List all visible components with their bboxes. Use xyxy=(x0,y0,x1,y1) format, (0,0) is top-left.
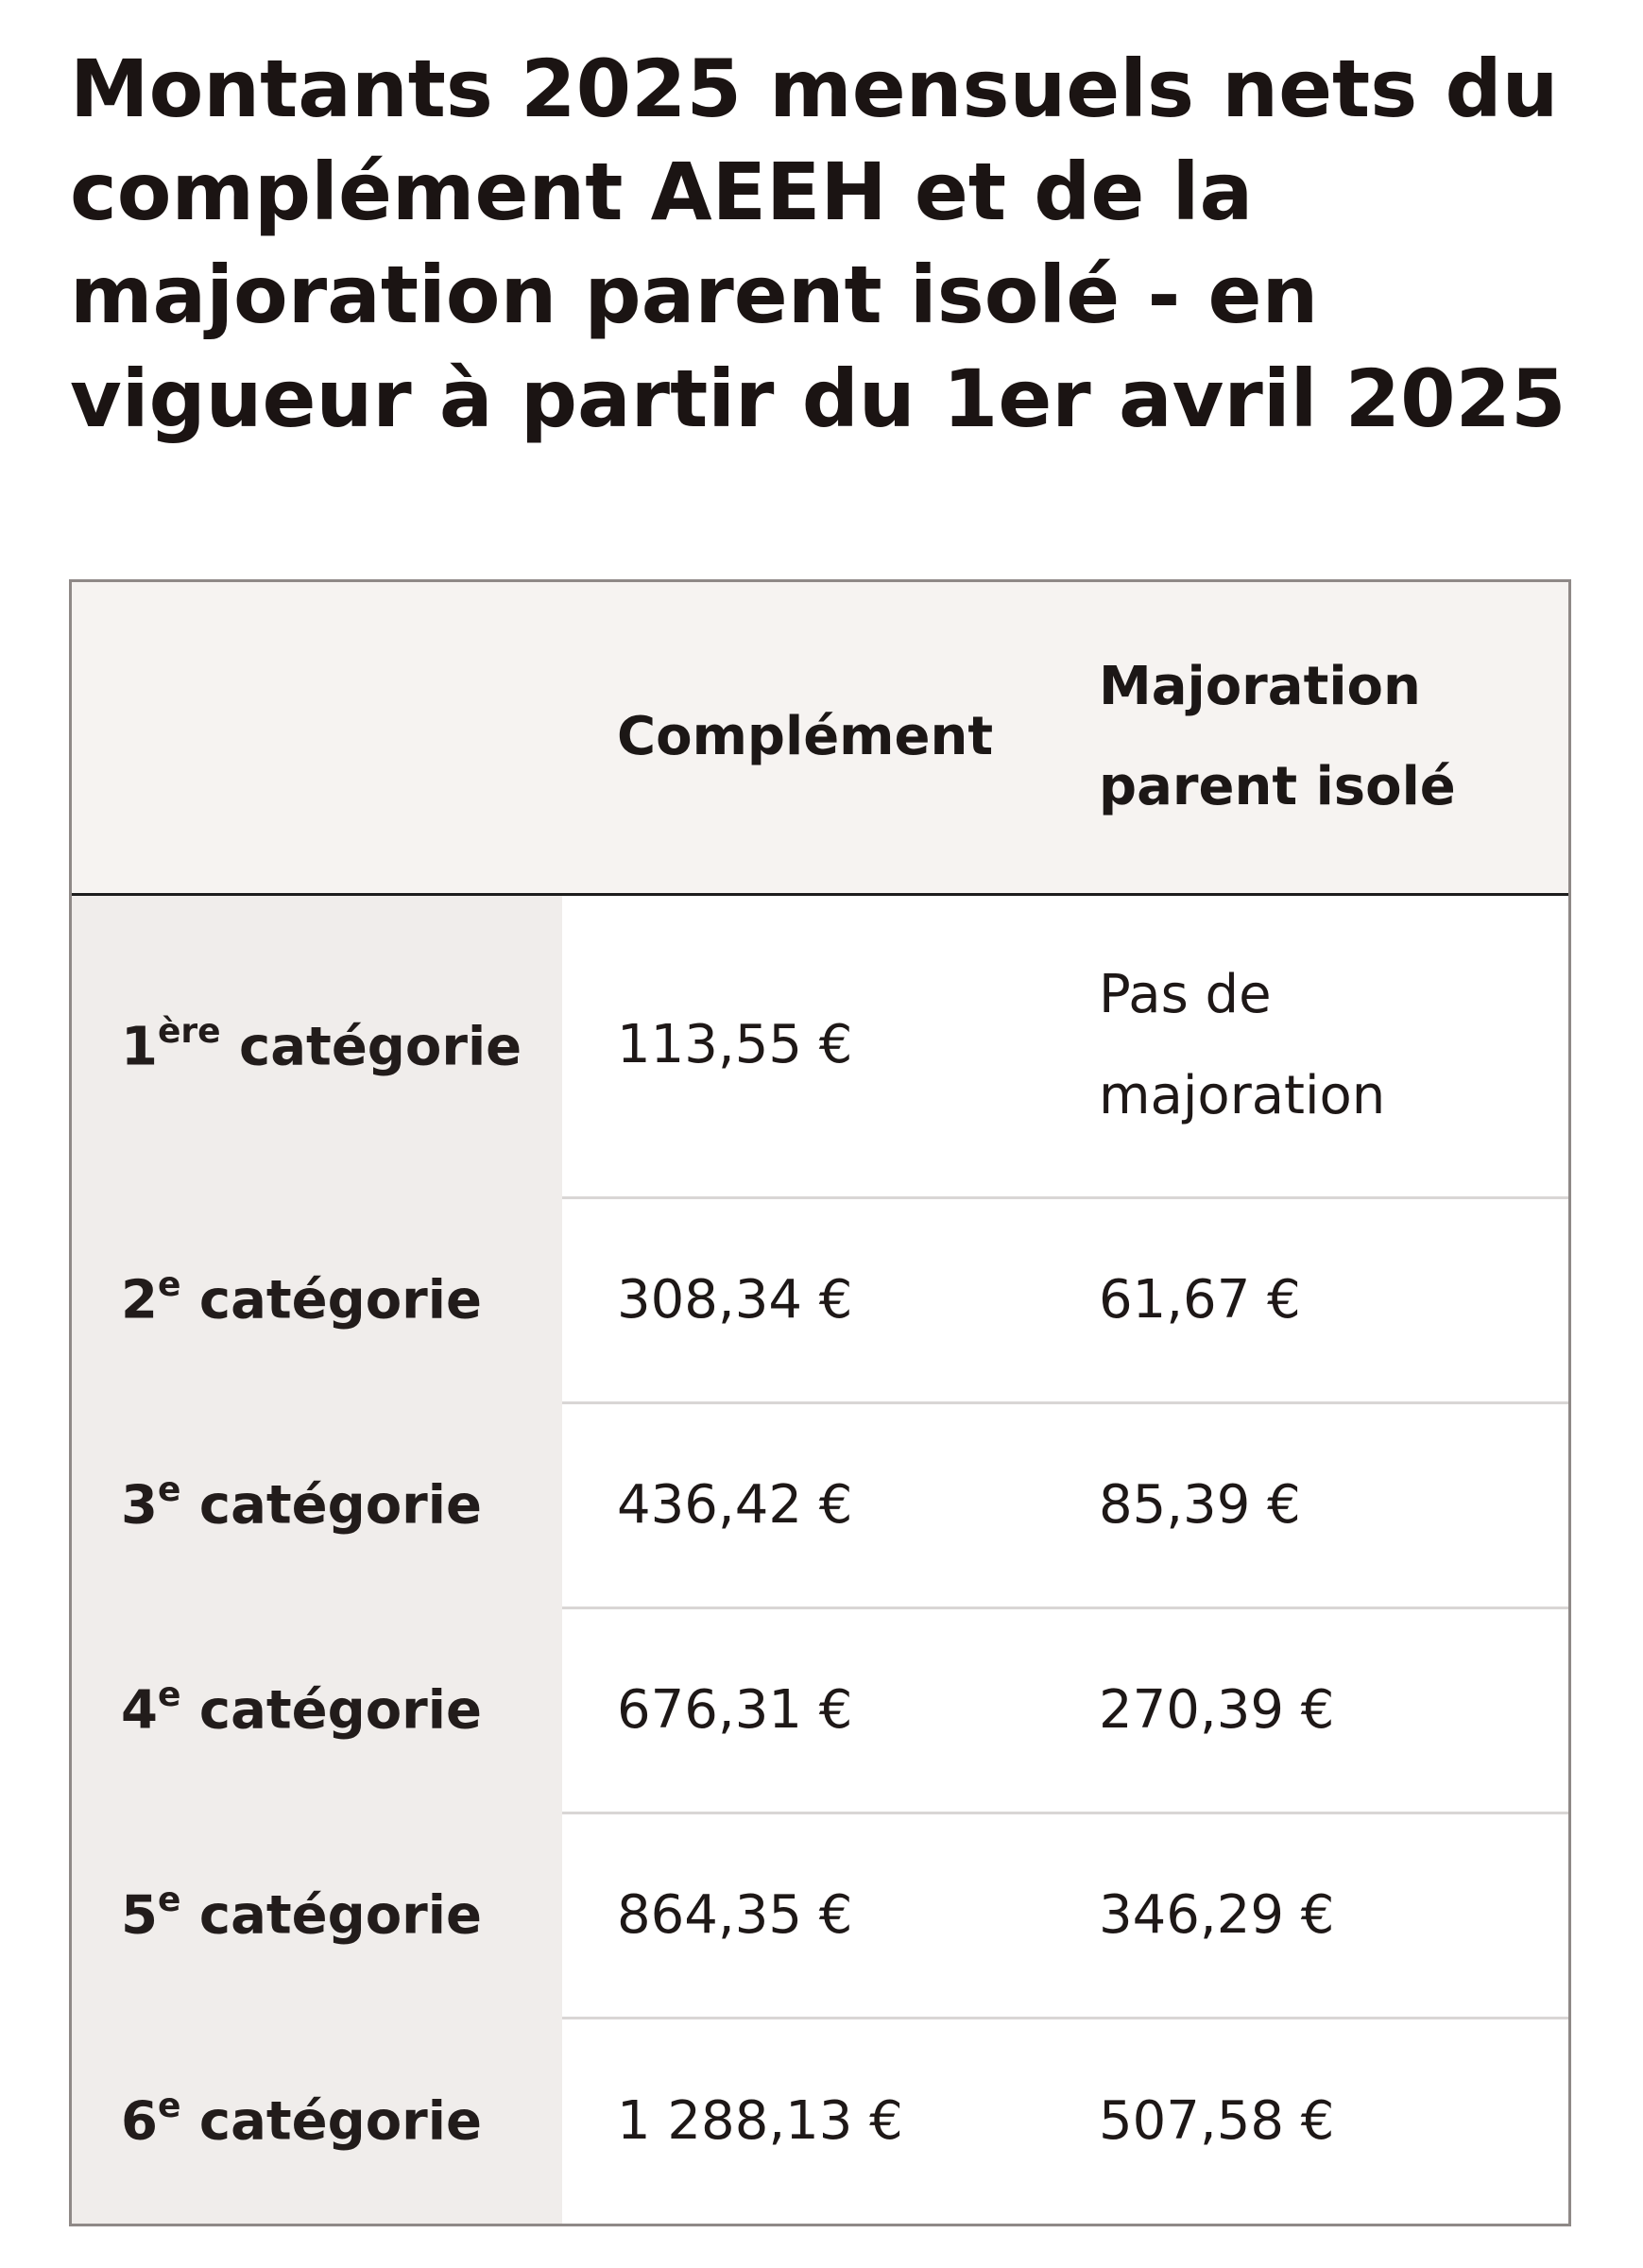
majoration-amount: 346,29 € xyxy=(1044,1812,1568,2019)
category-label: 2e catégorie xyxy=(72,1197,562,1403)
category-text: catégorie xyxy=(180,1269,482,1332)
category-ordinal: e xyxy=(157,1675,181,1715)
complement-amount: 676,31 € xyxy=(562,1606,1044,1813)
category-ordinal: e xyxy=(157,2086,181,2125)
table-row: 2e catégorie 308,34 € 61,67 € xyxy=(72,1195,1568,1403)
majoration-amount: 507,58 € xyxy=(1044,2017,1568,2224)
category-number: 3 xyxy=(121,1474,158,1537)
category-text: catégorie xyxy=(180,2090,482,2153)
amounts-table: Complément Majoration parent isolé 1ère … xyxy=(72,582,1568,2224)
category-text: catégorie xyxy=(180,1474,482,1537)
category-number: 6 xyxy=(121,2090,158,2153)
category-text: catégorie xyxy=(180,1885,482,1948)
complement-amount: 436,42 € xyxy=(562,1400,1044,1608)
category-ordinal: ère xyxy=(157,1011,221,1051)
complement-amount: 864,35 € xyxy=(562,1812,1044,2019)
majoration-amount: 270,39 € xyxy=(1044,1606,1568,1813)
category-number: 4 xyxy=(121,1679,158,1742)
table-header-row: Complément Majoration parent isolé xyxy=(72,582,1568,896)
category-ordinal: e xyxy=(157,1470,181,1510)
category-number: 5 xyxy=(121,1885,158,1948)
category-text: catégorie xyxy=(220,1016,522,1078)
complement-amount: 308,34 € xyxy=(562,1195,1044,1403)
category-ordinal: e xyxy=(157,1881,181,1920)
category-number: 2 xyxy=(121,1269,158,1332)
header-complement: Complément xyxy=(562,582,1044,896)
table-row: 4e catégorie 676,31 € 270,39 € xyxy=(72,1606,1568,1813)
table-row: 3e catégorie 436,42 € 85,39 € xyxy=(72,1400,1568,1608)
majoration-amount: 85,39 € xyxy=(1044,1400,1568,1608)
header-majoration: Majoration parent isolé xyxy=(1044,582,1568,896)
amounts-table-container: Complément Majoration parent isolé 1ère … xyxy=(69,579,1571,2226)
table-row: 6e catégorie 1 288,13 € 507,58 € xyxy=(72,2017,1568,2224)
category-number: 1 xyxy=(121,1016,158,1078)
table-row: 1ère catégorie 113,55 € Pas de majoratio… xyxy=(72,894,1568,1198)
table-row: 5e catégorie 864,35 € 346,29 € xyxy=(72,1812,1568,2019)
category-label: 1ère catégorie xyxy=(72,894,562,1198)
category-label: 4e catégorie xyxy=(72,1607,562,1813)
category-label: 5e catégorie xyxy=(72,1813,562,2019)
page-title: Montants 2025 mensuels nets du complémen… xyxy=(70,43,1566,445)
complement-amount: 1 288,13 € xyxy=(562,2017,1044,2224)
category-label: 3e catégorie xyxy=(72,1402,562,1608)
category-label: 6e catégorie xyxy=(72,2018,562,2224)
header-empty-cell xyxy=(72,582,562,896)
complement-amount: 113,55 € xyxy=(617,1014,853,1076)
category-text: catégorie xyxy=(180,1679,482,1742)
category-ordinal: e xyxy=(157,1264,181,1304)
majoration-amount: Pas de majoration xyxy=(1099,964,1386,1126)
majoration-amount: 61,67 € xyxy=(1044,1195,1568,1403)
